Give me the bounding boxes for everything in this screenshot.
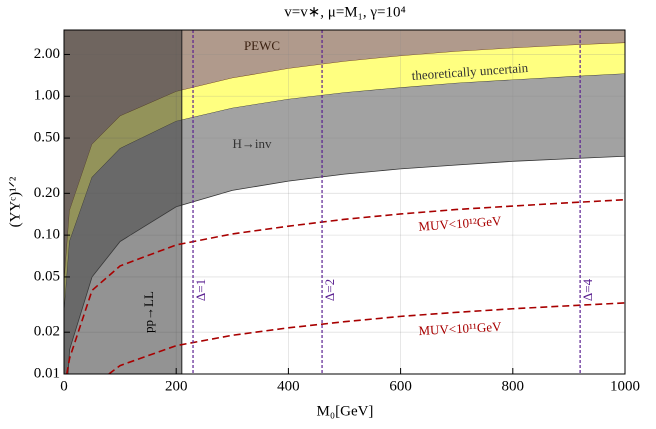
y-tick-label: 0.20 [34,185,60,201]
dashed-curve [108,302,625,374]
plot-frame [63,29,626,375]
vline-label: Δ=1 [193,279,208,301]
x-tick-label: 600 [389,378,412,394]
x-tick-label: 800 [502,378,525,394]
x-tick-label: 200 [165,378,188,394]
chart-title: v=v∗, μ=M₁, γ=10⁴ [284,4,405,20]
region-label: PEWC [244,38,280,53]
y-tick-label: 0.10 [34,227,60,243]
dashed-curve [66,198,625,374]
exclusion-region [64,30,183,374]
x-tick-label: 1000 [610,378,640,394]
x-axis-label: M₀[GeV] [317,403,374,419]
x-tick-label: 0 [60,378,68,394]
region-label: H→inv [233,136,273,151]
y-tick-label: 0.50 [34,130,60,146]
region-label: pp→LL [141,291,156,333]
band [64,73,625,374]
y-tick-label: 1.00 [34,88,60,104]
curve-label: MUV<10¹²GeV [418,213,502,234]
y-tick-label: 0.05 [34,268,60,284]
vline-label: Δ=4 [580,278,595,301]
x-tick-label: 400 [277,378,300,394]
vline-label: Δ=2 [322,279,337,301]
band [64,42,625,308]
y-tick-label: 2.00 [34,46,60,62]
y-axis-label: (YYᶜ)¹ᐟ² [7,176,23,227]
plot-area [64,30,625,374]
curve-label: MUV<10¹¹GeV [418,319,502,338]
y-tick-label: 0.02 [34,324,60,340]
y-tick-label: 0.01 [34,365,60,381]
